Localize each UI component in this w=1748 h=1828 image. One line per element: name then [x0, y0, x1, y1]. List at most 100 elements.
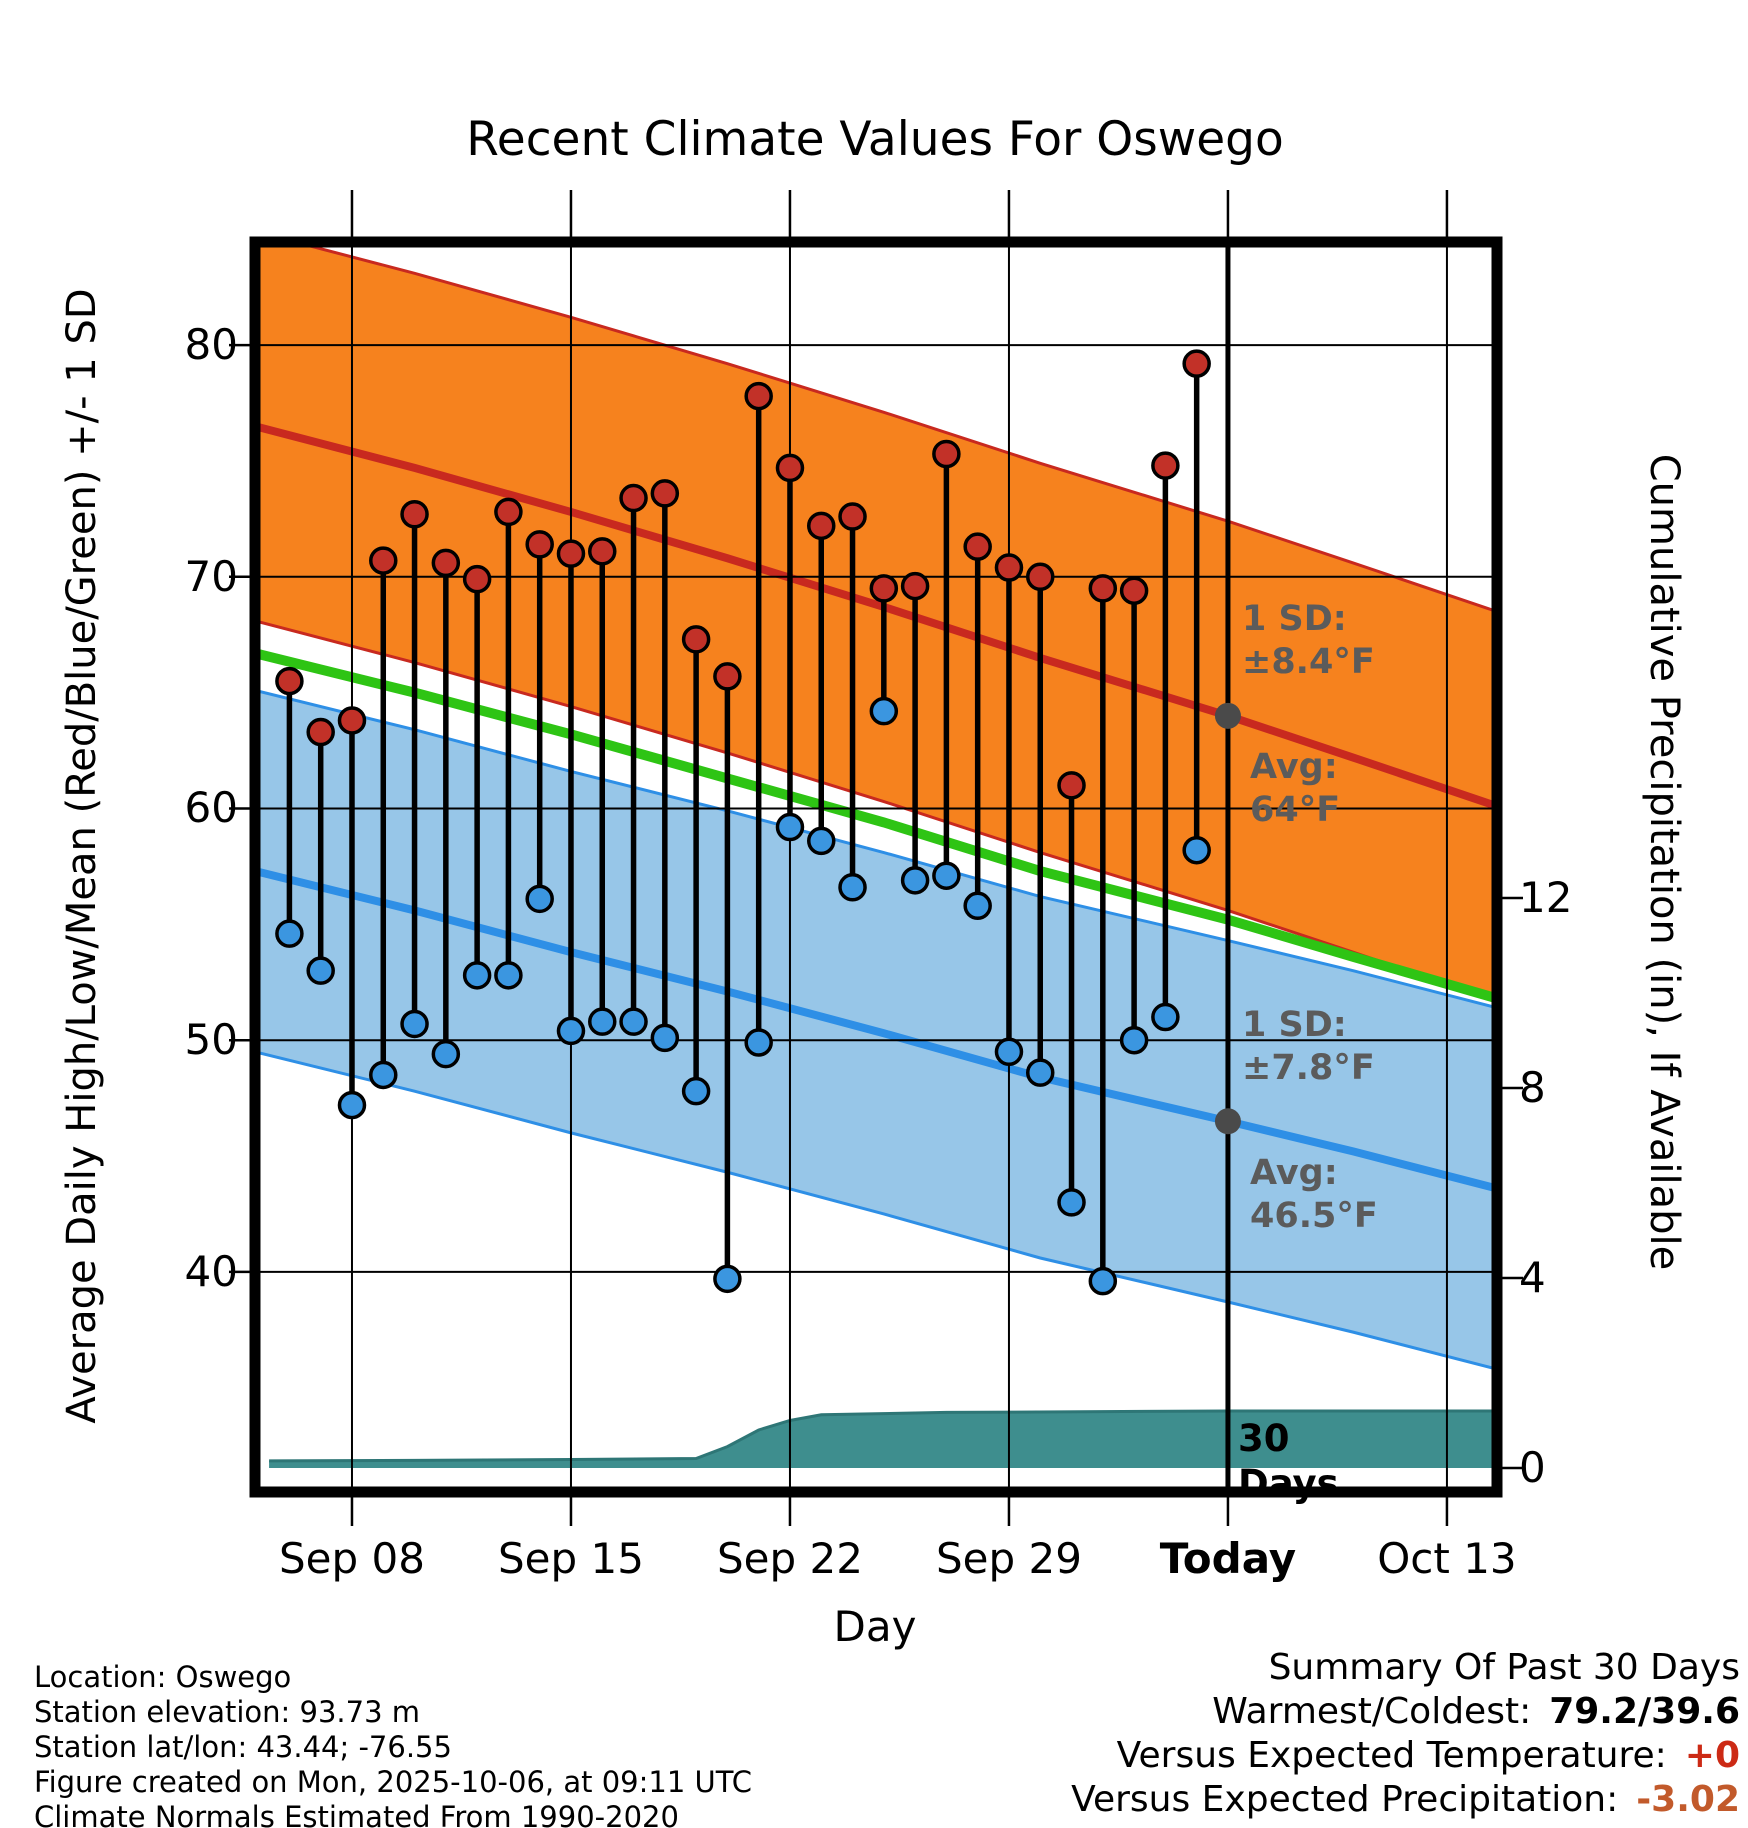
daily-high-dot [713, 662, 742, 691]
warmcold-value: 79.2/39.6 [1549, 1691, 1740, 1732]
warmcold-label: Warmest/Coldest: [1212, 1691, 1532, 1732]
vs-precip-value: -3.02 [1636, 1779, 1740, 1820]
low-normal-avg-line [255, 867, 1497, 1193]
daily-high-dot [1182, 349, 1211, 378]
daily-low-dot [494, 961, 523, 990]
daily-high-dot [650, 479, 680, 508]
daily-low-dot [400, 1009, 429, 1039]
y-left-tick-label: 60 [184, 783, 238, 833]
daily-low-dot [1151, 1002, 1180, 1032]
low-avg-value: 46.5°F [1250, 1196, 1378, 1236]
daily-high-dot [1119, 576, 1149, 605]
low-avg-marker [1214, 1108, 1241, 1135]
daily-high-dot [932, 439, 961, 469]
daily-low-dot [963, 891, 992, 921]
figure-created: Figure created on Mon, 2025-10-06, at 09… [34, 1765, 752, 1799]
high-avg-marker [1214, 702, 1241, 729]
daily-low-dot [556, 1016, 586, 1046]
x-tick-label: Sep 08 [278, 1534, 425, 1583]
high-normal-band-upper-edge [288, 242, 1497, 613]
daily-low-dot [994, 1037, 1024, 1067]
daily-low-dot [650, 1023, 680, 1053]
x-tick-label: Sep 22 [716, 1534, 863, 1583]
y-right-tick-label: 12 [1519, 873, 1573, 922]
y-right-tick-label: 0 [1519, 1443, 1546, 1492]
cumulative-precip-edge [269, 1409, 1497, 1463]
daily-low-dot [1119, 1025, 1149, 1055]
daily-high-dot [306, 717, 335, 747]
high-normal-band [255, 242, 1497, 1001]
station-elevation: Station elevation: 93.73 m [34, 1695, 421, 1729]
daily-high-dot [1088, 574, 1118, 603]
daily-low-dot [932, 861, 961, 890]
daily-low-dot [1057, 1188, 1086, 1217]
high-avg-value: 64°F [1250, 790, 1341, 830]
daily-low-dot [462, 961, 492, 990]
daily-high-dot [1151, 451, 1180, 480]
daily-high-dot [525, 530, 554, 559]
low-avg-label: Avg: [1250, 1153, 1338, 1193]
daily-high-dot [337, 706, 367, 735]
daily-high-dot [462, 564, 492, 594]
daily-low-dot [275, 919, 304, 948]
low-avg-annotation: Avg: 46.5°F [1250, 1152, 1378, 1238]
daily-low-dot [588, 1007, 617, 1036]
y-left-tick-label: 80 [184, 320, 238, 370]
high-sd-annotation: 1 SD: ±8.4°F [1242, 598, 1375, 684]
daily-low-dot [619, 1007, 648, 1036]
daily-low-dot [869, 696, 899, 726]
daily-low-dot [838, 873, 867, 902]
low-normal-band-upper-edge [255, 688, 1497, 1010]
y-left-tick-label: 50 [184, 1015, 238, 1065]
summary-vs-precip: Versus Expected Precipitation: -3.02 [1071, 1778, 1740, 1822]
daily-low-dot [775, 812, 805, 842]
daily-low-dot [369, 1060, 398, 1090]
mean-normal-line [255, 648, 1497, 1004]
daily-high-dot [369, 546, 398, 575]
plot-area [255, 242, 1497, 1468]
daily-high-dot [1025, 562, 1055, 592]
daily-low-dot [807, 826, 836, 856]
high-avg-annotation: Avg: 64°F [1250, 746, 1340, 832]
daily-low-dot [1025, 1058, 1055, 1087]
30-days-annotation: 30 Days [1238, 1416, 1339, 1506]
daily-high-dot [775, 453, 805, 483]
x-tick-label: Sep 15 [497, 1534, 644, 1583]
vs-temp-label: Versus Expected Temperature: [1116, 1735, 1667, 1776]
chart-title: Recent Climate Values For Oswego [466, 112, 1284, 167]
daily-high-dot [494, 497, 523, 527]
x-tick-label: Sep 29 [935, 1534, 1082, 1583]
low-sd-annotation: 1 SD: ±7.8°F [1242, 1004, 1375, 1090]
vs-precip-label: Versus Expected Precipitation: [1071, 1779, 1619, 1820]
days-word: Days [1238, 1462, 1339, 1505]
daily-low-dot [431, 1039, 461, 1069]
summary-vs-temp: Versus Expected Temperature: +0 [1071, 1734, 1740, 1778]
daily-high-dot [431, 548, 461, 578]
daily-high-dot [869, 574, 899, 603]
x-tick-label: Oct 13 [1377, 1534, 1517, 1583]
daily-high-dot [994, 553, 1024, 582]
y-right-tick-label: 8 [1519, 1063, 1546, 1112]
days-count: 30 [1238, 1417, 1290, 1460]
daily-low-dot [306, 956, 335, 985]
summary-block: Summary Of Past 30 Days Warmest/Coldest:… [1071, 1646, 1740, 1822]
daily-high-dot [681, 625, 711, 654]
y-left-tick-label: 40 [184, 1246, 238, 1296]
high-sd-label: 1 SD: [1242, 599, 1347, 639]
low-sd-value: ±7.8°F [1242, 1048, 1375, 1088]
daily-high-dot [619, 483, 648, 513]
x-axis-label: Day [833, 1602, 917, 1651]
cumulative-precip-area [269, 1411, 1497, 1468]
low-sd-label: 1 SD: [1242, 1005, 1347, 1045]
vs-temp-value: +0 [1684, 1735, 1740, 1776]
x-tick-label: Today [1159, 1534, 1297, 1583]
daily-high-dot [400, 499, 429, 529]
climate-normals-note: Climate Normals Estimated From 1990-2020 [34, 1800, 679, 1828]
station-info: Location: Oswego Station elevation: 93.7… [34, 1660, 752, 1828]
summary-heading: Summary Of Past 30 Days [1268, 1647, 1740, 1688]
low-normal-band-lower-edge [255, 1050, 1497, 1371]
daily-high-dot [588, 537, 617, 566]
daily-low-dot [900, 866, 930, 895]
